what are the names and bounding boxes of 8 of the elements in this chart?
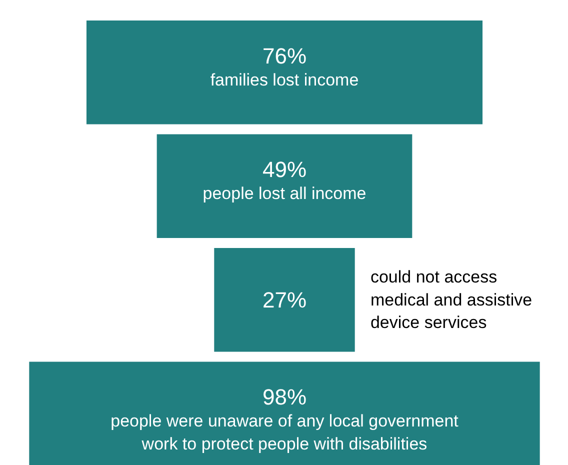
data-label: 76% (262, 43, 307, 68)
category-label: families lost income (210, 70, 359, 90)
data-label: 98% (262, 384, 307, 410)
category-label: people lost all income (202, 184, 366, 204)
category-label: could not access medical and assistive device services (370, 268, 532, 332)
data-label: 27% (262, 287, 307, 312)
category-label: people were unaware of any local government work to protect people with disabilities (110, 412, 459, 454)
data-label: 49% (262, 157, 307, 182)
